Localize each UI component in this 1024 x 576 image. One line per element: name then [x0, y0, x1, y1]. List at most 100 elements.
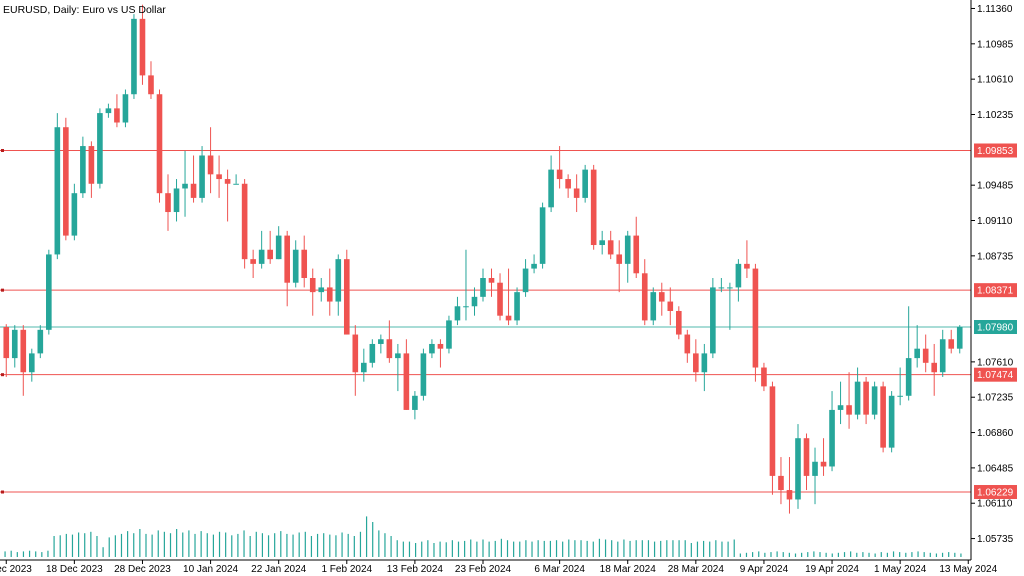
- candle: [471, 287, 478, 316]
- candle-body: [769, 386, 776, 476]
- candle-body: [250, 259, 256, 264]
- candle-body: [352, 334, 359, 373]
- candle: [684, 329, 691, 363]
- candle-body: [446, 320, 452, 349]
- time-tick-label: 9 Apr 2024: [740, 564, 789, 575]
- candle: [412, 391, 418, 420]
- candle-body: [488, 278, 495, 283]
- candle: [148, 61, 154, 99]
- candle: [565, 174, 571, 198]
- candle: [888, 391, 895, 453]
- candle: [633, 216, 640, 278]
- candle-body: [812, 461, 818, 476]
- candle-body: [343, 259, 350, 335]
- candle: [352, 325, 359, 396]
- candle: [505, 268, 512, 326]
- price-tick-label: 1.07235: [977, 393, 1014, 404]
- candle-body: [437, 343, 444, 349]
- candle-body: [684, 334, 691, 354]
- candle: [710, 278, 716, 359]
- candle: [522, 259, 529, 297]
- candle-body: [292, 249, 299, 283]
- candle: [914, 325, 920, 368]
- candle: [173, 179, 180, 222]
- candle-body: [309, 278, 316, 293]
- candle: [343, 249, 350, 335]
- candle-body: [616, 254, 623, 264]
- candle-body: [71, 193, 78, 236]
- candle-body: [54, 127, 61, 255]
- candle: [829, 391, 835, 472]
- candle-body: [871, 386, 878, 415]
- candle: [693, 339, 699, 382]
- candle: [139, 4, 146, 85]
- candle-body: [505, 315, 512, 321]
- candle-body: [888, 395, 895, 448]
- candle: [284, 230, 291, 307]
- candle-body: [905, 358, 912, 396]
- candle-body: [778, 475, 784, 491]
- candle-body: [148, 75, 154, 95]
- candle: [837, 381, 844, 425]
- candle-body: [241, 183, 248, 260]
- candle-body: [378, 339, 384, 344]
- candle-body: [897, 395, 903, 397]
- candle-body: [693, 353, 699, 373]
- time-tick-label: 1 Feb 2024: [321, 564, 372, 575]
- candle: [301, 235, 308, 288]
- candle-body: [539, 207, 546, 264]
- candle: [922, 334, 929, 373]
- candle-body: [46, 254, 52, 330]
- price-tick-label: 1.09110: [977, 216, 1013, 227]
- level-price-box: [974, 143, 1017, 158]
- candle: [820, 438, 827, 476]
- candle-body: [675, 310, 682, 335]
- candle: [165, 174, 171, 231]
- candle: [624, 230, 631, 283]
- candle: [718, 278, 725, 293]
- candle: [607, 230, 614, 260]
- candle: [131, 14, 137, 99]
- candle-body: [531, 263, 537, 269]
- candle-body: [837, 405, 844, 410]
- candle: [803, 433, 810, 491]
- level-price-label: 1.06229: [977, 488, 1014, 499]
- candle: [658, 282, 665, 316]
- candle-body: [471, 296, 478, 307]
- candle-body: [173, 188, 180, 213]
- candle-body: [497, 282, 503, 316]
- candle-body: [795, 438, 801, 500]
- candle-body: [727, 287, 733, 289]
- time-tick-label: 23 Feb 2024: [455, 564, 512, 575]
- candle-body: [590, 169, 597, 246]
- candle: [446, 315, 452, 354]
- candle: [88, 141, 95, 198]
- candle-body: [267, 249, 273, 260]
- candle: [846, 372, 852, 429]
- candle-body: [20, 329, 27, 373]
- candle: [369, 339, 376, 368]
- level-anchor: [1, 288, 4, 292]
- candle: [667, 287, 674, 326]
- candle: [761, 362, 767, 392]
- time-tick-label: 28 Dec 2023: [114, 564, 171, 575]
- candle: [326, 268, 333, 316]
- current-price-box: [974, 320, 1017, 335]
- level-price-label: 1.07474: [977, 370, 1014, 381]
- candle-body: [624, 235, 631, 264]
- price-level-labels: 1.09853 1.08371 1.07474 1.06229 1.07980: [974, 143, 1017, 500]
- candle-body: [658, 292, 665, 302]
- candle: [318, 278, 325, 302]
- price-tick-label: 1.05735: [977, 534, 1014, 545]
- candle: [556, 146, 563, 189]
- candle: [931, 343, 938, 396]
- current-price-label: 1.07980: [977, 323, 1014, 334]
- candle-body: [710, 287, 716, 354]
- candle: [437, 339, 444, 368]
- candle-body: [829, 409, 835, 467]
- time-tick-label: 18 Mar 2024: [600, 564, 657, 575]
- candle: [956, 325, 963, 354]
- candle-body: [403, 353, 410, 410]
- candle-body: [131, 18, 137, 95]
